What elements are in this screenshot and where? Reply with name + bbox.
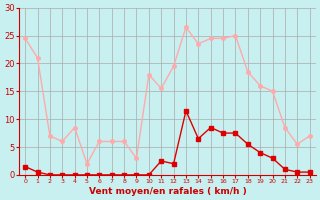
X-axis label: Vent moyen/en rafales ( km/h ): Vent moyen/en rafales ( km/h )	[89, 187, 246, 196]
